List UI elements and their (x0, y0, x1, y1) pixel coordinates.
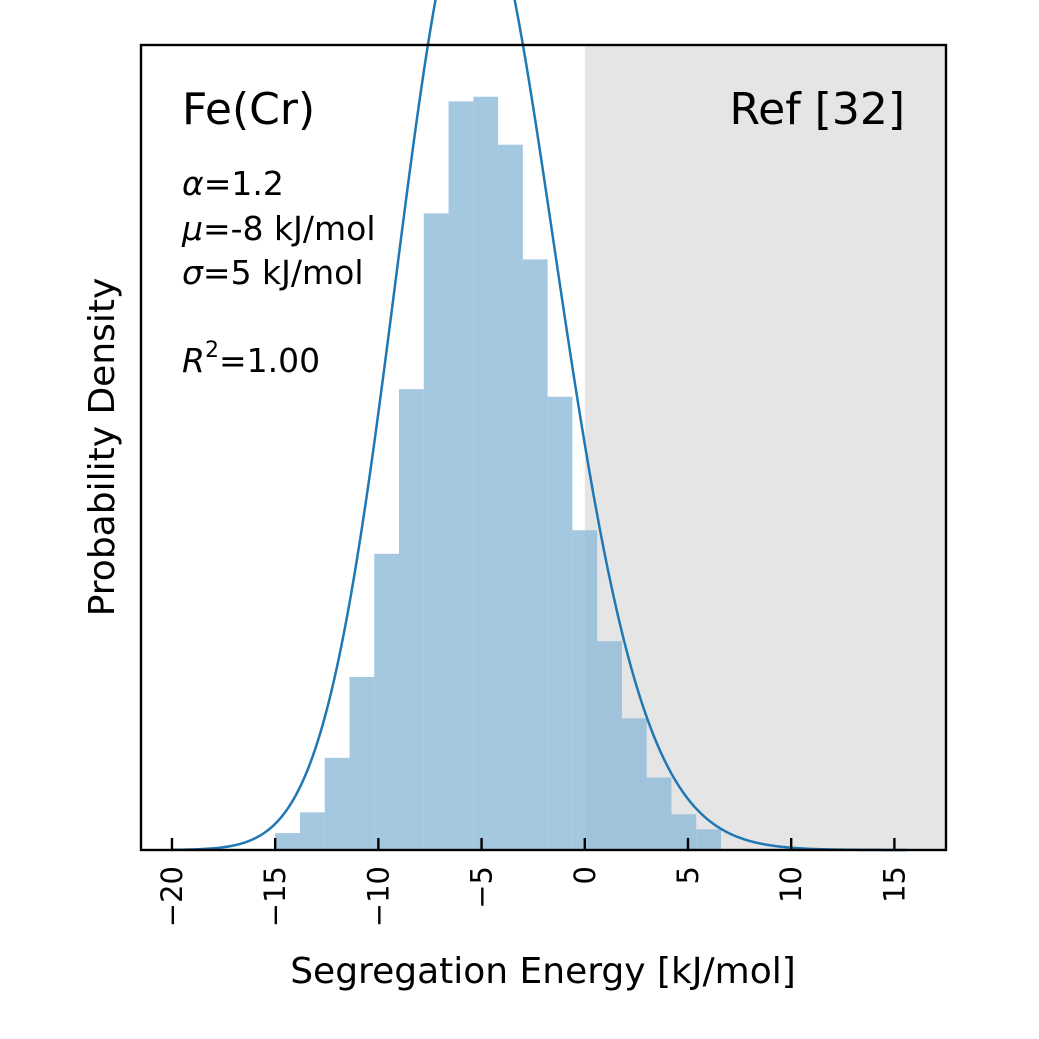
system-label: Fe(Cr) (182, 84, 315, 135)
histogram-bar (448, 101, 474, 850)
histogram-bar (324, 757, 350, 850)
r2-exponent: 2 (205, 338, 219, 363)
histogram-bars (275, 96, 722, 851)
x-tick-label: −15 (258, 866, 292, 927)
plot-frame (139, 43, 948, 852)
sigma-annotation: σ=5 kJ/mol (182, 253, 364, 292)
histogram-bar (399, 389, 424, 850)
y-axis-label: Probability Density (82, 278, 123, 617)
mu-annotation: μ=-8 kJ/mol (181, 209, 376, 248)
x-axis-ticks: −20 −15 −10 −5 0 5 10 15 (155, 838, 911, 927)
fit-curve (171, 0, 907, 852)
r2-value: =1.00 (219, 341, 320, 380)
r2-annotation: R2=1.00 (182, 338, 320, 380)
sigma-symbol: σ (182, 253, 204, 292)
x-tick-label: −5 (465, 866, 499, 909)
histogram-bar (621, 718, 647, 850)
x-tick-label: 0 (568, 866, 602, 884)
reference-label: Ref [32] (730, 84, 905, 135)
histogram-bar (498, 144, 523, 851)
histogram-bar (547, 396, 573, 850)
x-tick-label: 5 (671, 866, 705, 884)
x-tick-label: −20 (155, 866, 189, 927)
r2-symbol: R (182, 341, 205, 380)
alpha-value: =1.2 (204, 164, 284, 203)
histogram-bar (349, 676, 375, 850)
x-tick-label: 15 (877, 866, 911, 903)
histogram-bar (299, 812, 325, 850)
histogram-bar (671, 814, 697, 850)
histogram-bar (646, 777, 672, 850)
histogram-bar (374, 553, 400, 850)
x-axis-label: Segregation Energy [kJ/mol] (290, 951, 796, 992)
x-tick-label: −10 (361, 866, 395, 927)
histogram-bar (696, 829, 722, 850)
histogram-bar (597, 641, 622, 850)
histogram-bar (522, 259, 548, 850)
x-tick-label: 10 (774, 866, 808, 903)
mu-value: =-8 kJ/mol (203, 209, 376, 248)
mu-symbol: μ (181, 209, 203, 248)
alpha-annotation: α=1.2 (182, 164, 284, 203)
histogram-bar (275, 833, 300, 850)
histogram-bar (572, 530, 598, 850)
sigma-value: =5 kJ/mol (203, 253, 364, 292)
alpha-symbol: α (182, 164, 204, 203)
histogram-bar (473, 96, 499, 850)
histogram-bar (423, 213, 449, 851)
